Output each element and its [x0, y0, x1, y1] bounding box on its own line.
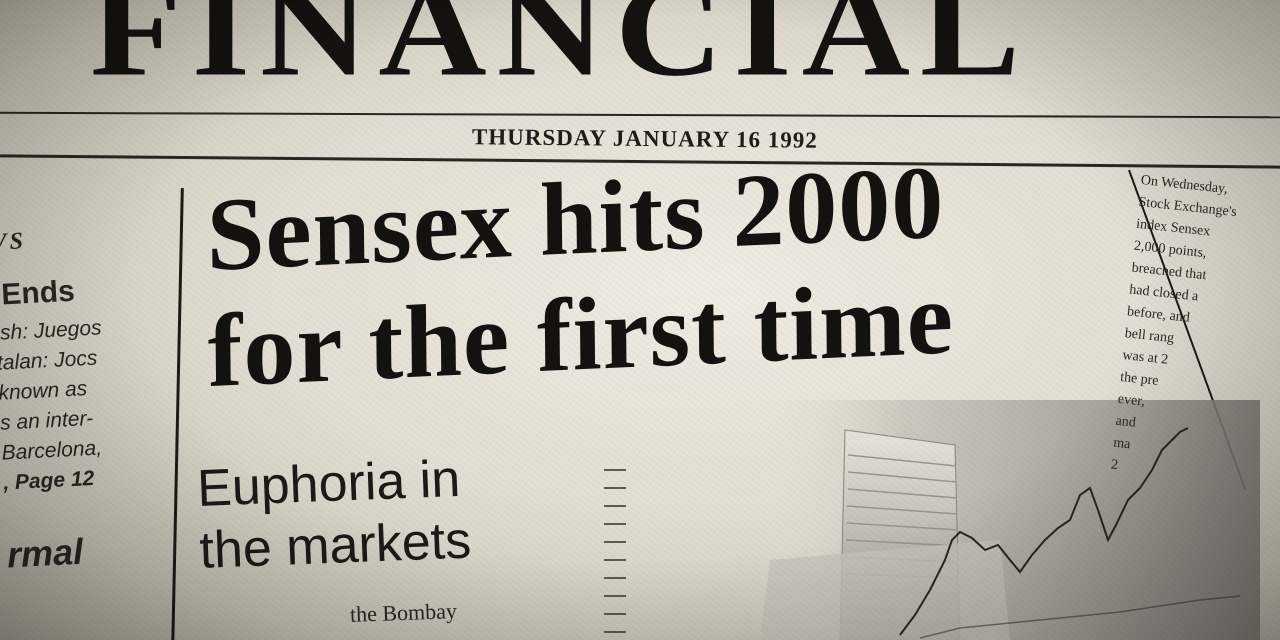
headline: Sensex hits 2000 for the first time [206, 134, 1187, 411]
subheadline: Euphoria in the markets [196, 442, 620, 582]
exchange-tower [760, 429, 1010, 640]
masthead: FINANCIAL [90, 0, 1031, 105]
left-heading-2: rmal [5, 530, 85, 576]
column-divider-left [171, 188, 184, 640]
ruler-ticks [604, 469, 626, 633]
left-section-label: VS [0, 228, 27, 256]
dateline: THURSDAY JANUARY 16 1992 [471, 124, 818, 153]
left-heading: Ends [0, 274, 76, 312]
body-text-fragment: the Bombay [349, 598, 458, 627]
sensex-price-line [899, 427, 1189, 636]
left-column: VS Ends ish: Juegos talan: Jocs known as… [0, 222, 168, 577]
stock-exchange-photo [604, 400, 1260, 640]
masthead-rule [0, 111, 1280, 119]
